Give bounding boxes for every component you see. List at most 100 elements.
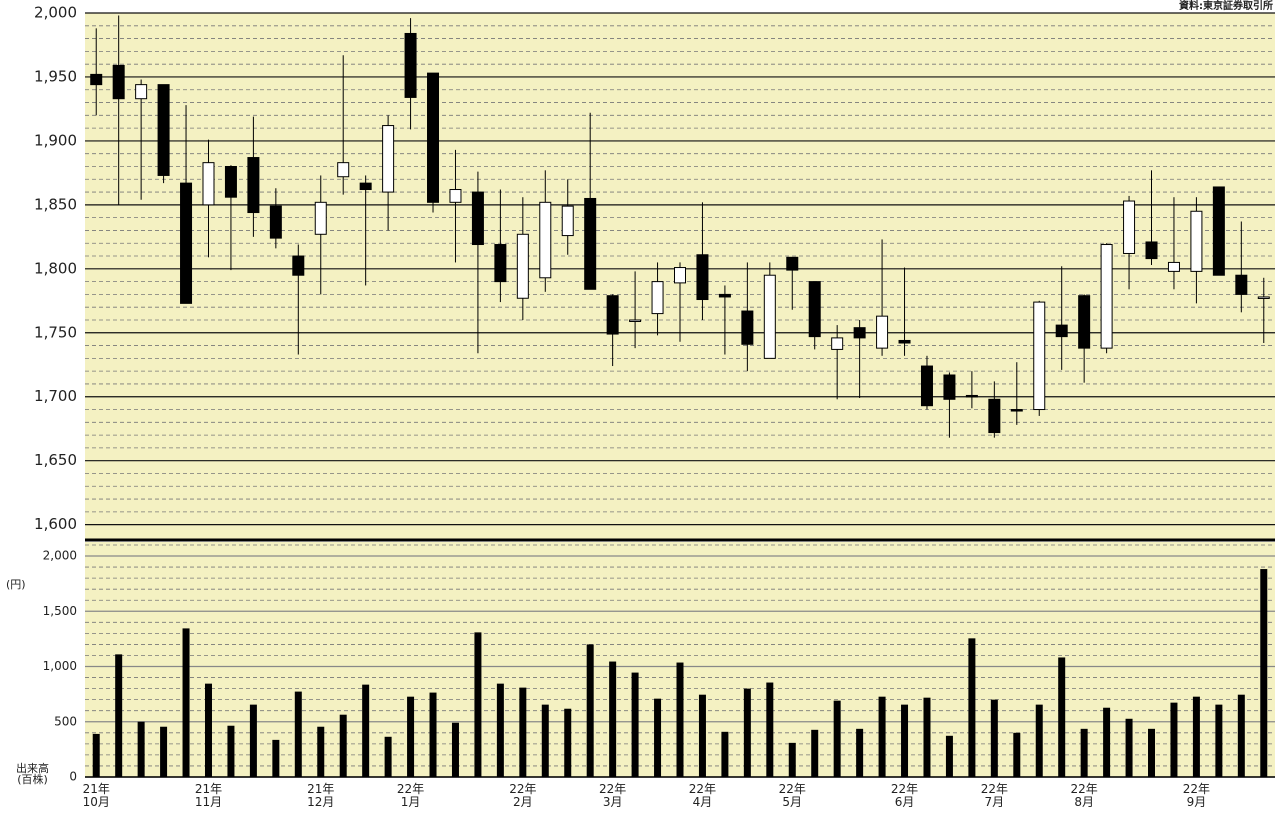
candle-body — [269, 205, 282, 239]
y-tick-label: 1,950 — [34, 67, 77, 85]
candle-body — [292, 255, 305, 276]
y-tick-label: 500 — [54, 714, 77, 728]
volume-bar — [968, 638, 976, 777]
candle-body — [516, 233, 529, 299]
volume-bar — [1237, 694, 1245, 777]
volume-bar — [1080, 728, 1088, 777]
candle-body — [763, 274, 776, 359]
volume-bar — [272, 739, 280, 777]
candle-body — [1235, 274, 1248, 295]
candle-body — [247, 157, 260, 214]
y-tick-label: 1,750 — [34, 323, 77, 341]
y-tick-label: 1,900 — [34, 131, 77, 149]
volume-bar — [811, 729, 819, 777]
volume-bar — [160, 726, 168, 777]
x-tick-label: 21年 10月 — [82, 782, 110, 809]
volume-bar — [92, 733, 100, 777]
volume-bar — [384, 736, 392, 777]
candle-body — [382, 125, 395, 193]
candle-body — [180, 182, 193, 304]
candle-body — [202, 162, 215, 206]
x-tick-label: 22年 8月 — [1070, 782, 1098, 809]
volume-bar — [1103, 707, 1111, 777]
volume-bar — [676, 662, 684, 777]
volume-bar — [294, 691, 302, 777]
x-tick-label: 22年 1月 — [396, 782, 425, 809]
volume-bar — [1170, 702, 1178, 777]
volume-bar — [878, 696, 886, 777]
volume-bar — [1215, 704, 1223, 777]
candle-body — [314, 201, 327, 235]
source-note: 資料:東京証券取引所 — [1179, 1, 1273, 12]
candle-body — [943, 374, 956, 400]
volume-bar — [115, 654, 123, 777]
candle-body — [786, 256, 799, 271]
volume-bar — [137, 721, 145, 777]
volume-bar — [339, 714, 347, 777]
candle-body — [988, 398, 1001, 434]
candle-body — [1167, 261, 1180, 272]
volume-bar — [407, 696, 415, 777]
volume-bar — [362, 684, 370, 777]
volume-bar — [1125, 718, 1133, 777]
candle-body — [808, 281, 821, 338]
volume-bar — [204, 683, 212, 777]
candle-body — [584, 197, 597, 290]
candle-body — [404, 32, 417, 98]
volume-bar — [1035, 704, 1043, 777]
volume-bar — [945, 735, 953, 777]
candle-body — [337, 162, 350, 178]
volume-bar — [317, 726, 325, 777]
y-tick-label: 1,650 — [34, 451, 77, 469]
candle-body — [1100, 244, 1113, 349]
x-tick-label: 22年 6月 — [890, 782, 919, 809]
volume-bar — [519, 687, 527, 777]
volume-bar — [1192, 696, 1200, 777]
volume-bar — [474, 632, 482, 777]
x-tick-label: 22年 9月 — [1182, 782, 1211, 809]
x-tick-label: 22年 2月 — [509, 782, 537, 809]
candle-body — [876, 315, 889, 349]
volume-bar — [564, 708, 572, 777]
x-tick-label: 22年 5月 — [778, 782, 806, 809]
candle-body — [1033, 301, 1046, 411]
candle-body — [965, 394, 978, 398]
candle-body — [831, 337, 844, 350]
candle-body — [741, 310, 754, 345]
volume-bar — [766, 682, 774, 777]
volume-bar — [1013, 732, 1021, 777]
volume-bar — [227, 725, 235, 777]
candle-body — [359, 182, 372, 191]
volume-unit: 出来高 (百株) — [16, 762, 49, 786]
y-tick-label: 1,600 — [34, 515, 77, 533]
volume-bar — [856, 728, 864, 777]
candle-body — [920, 365, 933, 407]
volume-bar — [698, 694, 706, 777]
candle-body — [853, 327, 866, 339]
volume-bar — [923, 697, 931, 777]
volume-bar — [451, 722, 459, 777]
y-tick-label: 0 — [69, 770, 77, 784]
candle-body — [1010, 409, 1023, 412]
candle-body — [224, 165, 237, 198]
volume-bar — [496, 683, 504, 777]
candle-body — [651, 281, 664, 315]
volume-bar — [1148, 728, 1156, 777]
candle-body — [427, 72, 440, 203]
volume-bar — [182, 628, 190, 777]
volume-bar — [901, 704, 909, 777]
candle-body — [898, 339, 911, 344]
volume-bar — [1260, 569, 1268, 777]
candle-body — [1055, 324, 1068, 338]
volume-bar — [249, 704, 257, 777]
volume-bar — [654, 698, 662, 777]
candle-body — [494, 244, 507, 283]
candle-body — [1212, 186, 1225, 276]
x-tick-label: 22年 4月 — [688, 782, 717, 809]
x-tick-label: 21年 11月 — [194, 782, 223, 809]
candle-body — [561, 205, 574, 237]
candle-body — [629, 319, 642, 322]
candle-body — [1145, 241, 1158, 260]
candle-body — [674, 267, 686, 284]
